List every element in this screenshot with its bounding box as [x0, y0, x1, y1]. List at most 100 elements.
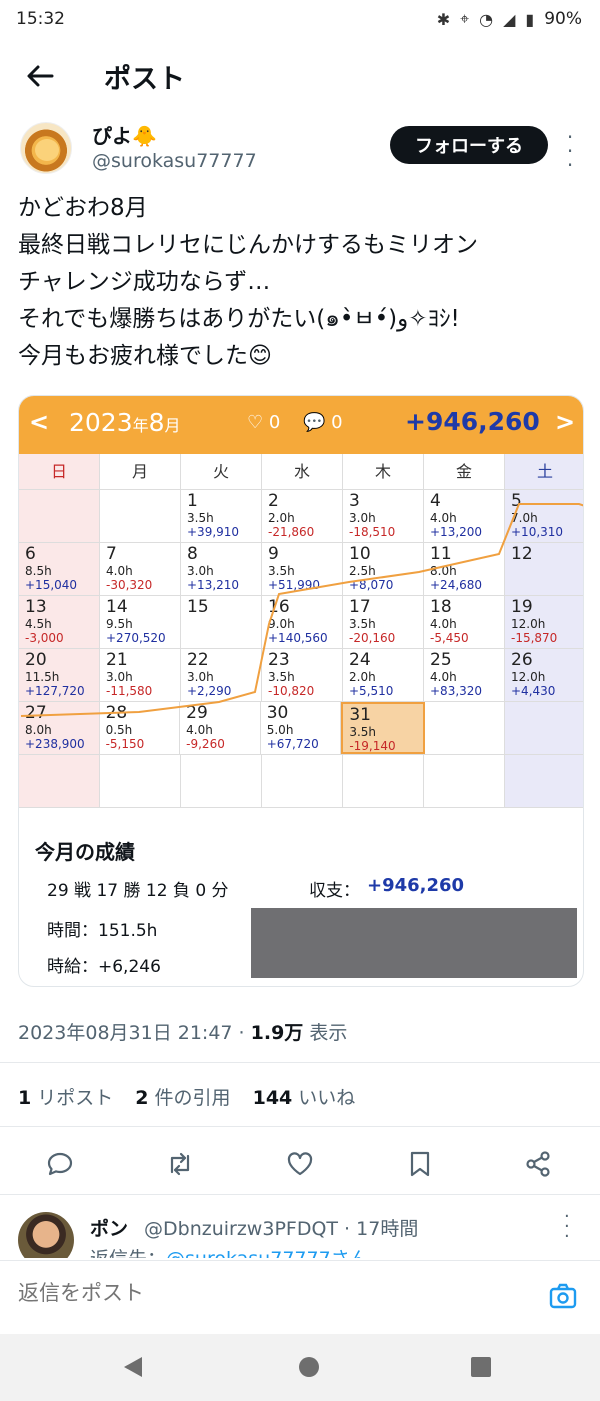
day-hours: 9.5h: [106, 617, 133, 631]
reply-author-handle[interactable]: @Dbnzuirzw3PFDQT · 17時間: [144, 1218, 419, 1240]
post-text-line: かどおわ8月: [18, 195, 148, 221]
calendar-week-row: 20 11.5h +127,720 21 3.0h -11,580 22 3.0h +2,290…: [19, 649, 583, 702]
repost-label[interactable]: リポスト: [37, 1087, 114, 1109]
day-number: 31: [349, 705, 371, 725]
day-amount: +127,720: [25, 684, 85, 698]
weekday-label: 月: [100, 454, 181, 489]
nav-recents-button[interactable]: [468, 1354, 494, 1380]
reply-avatar[interactable]: [18, 1212, 74, 1258]
reply-preview[interactable]: ポン @Dbnzuirzw3PFDQT · 17時間 返信先：@surokasu…: [0, 1200, 600, 1258]
nav-back-button[interactable]: [120, 1354, 146, 1380]
calendar-day-cell: 8 3.0h +13,210: [181, 543, 262, 595]
calendar-week-row: [19, 755, 583, 808]
calendar-day-cell: [343, 755, 424, 807]
calendar-day-cell: 20 11.5h +127,720: [19, 649, 100, 701]
bluetooth-icon: ✱: [436, 9, 451, 29]
bookmark-button[interactable]: [400, 1144, 440, 1184]
day-hours: 2.5h: [349, 564, 376, 578]
day-number: 27: [25, 703, 47, 723]
author-avatar[interactable]: [20, 122, 72, 174]
calendar-comments: 💬 0: [303, 412, 343, 433]
calendar-day-cell: [100, 490, 181, 542]
calendar-day-cell: 17 3.5h -20,160: [343, 596, 424, 648]
day-hours: 9.0h: [268, 617, 295, 631]
calendar-total: +946,260: [405, 407, 540, 436]
nav-home-button[interactable]: [296, 1354, 322, 1380]
calendar-day-cell: 14 9.5h +270,520: [100, 596, 181, 648]
day-number: 7: [106, 544, 117, 564]
day-hours: 3.0h: [349, 511, 376, 525]
day-amount: +10,310: [511, 525, 564, 539]
day-amount: +270,520: [106, 631, 166, 645]
calendar-header: < 2023年8月 ♡ 0 💬 0 +946,260 >: [19, 396, 583, 454]
day-number: 30: [266, 703, 289, 723]
heart-icon: [287, 1152, 313, 1176]
calendar-image[interactable]: < 2023年8月 ♡ 0 💬 0 +946,260 > 日月火水木金土 1 3.5…: [18, 395, 584, 987]
day-number: 22: [187, 650, 209, 670]
post-text-line: 最終日戦コレリセにじんかけするもミリオン: [18, 232, 478, 258]
like-label[interactable]: いいね: [298, 1087, 356, 1109]
day-hours: 3.5h: [349, 725, 377, 739]
reply-author-name[interactable]: ポン: [90, 1218, 129, 1240]
share-button[interactable]: [518, 1144, 558, 1184]
reply-input[interactable]: [18, 1281, 518, 1305]
day-number: 3: [349, 491, 360, 511]
post-text-line: チャレンジ成功ならず…: [18, 269, 271, 295]
circle-home-icon: [299, 1357, 319, 1377]
day-hours: 12.0h: [511, 670, 546, 684]
day-amount: +8,070: [349, 578, 394, 592]
calendar-day-cell: [19, 490, 100, 542]
day-number: 20: [25, 650, 47, 670]
more-options-icon[interactable]: · · ·: [566, 125, 574, 177]
bookmark-icon: [410, 1151, 430, 1177]
camera-button[interactable]: [548, 1281, 582, 1315]
day-hours: 8.0h: [430, 564, 457, 578]
summary-time: 時間：151.5h: [47, 921, 158, 941]
calendar-day-cell: 7 4.0h -30,320: [100, 543, 181, 595]
day-number: 26: [511, 650, 533, 670]
weekday-header-row: 日月火水木金土: [19, 454, 583, 490]
status-icons: ✱ ⌖ ◔ ◢ ▮ 90%: [437, 9, 582, 29]
day-hours: 7.0h: [511, 511, 538, 525]
day-amount: +83,320: [430, 684, 483, 698]
author-display-name[interactable]: ぴよ🐥: [92, 124, 157, 148]
calendar-day-cell: 1 3.5h +39,910: [181, 490, 262, 542]
author-handle[interactable]: @surokasu77777: [92, 150, 257, 172]
wifi-icon: ◔: [479, 9, 494, 29]
weekday-label: 土: [505, 454, 583, 489]
follow-button[interactable]: フォローする: [390, 126, 548, 164]
reply-more-icon[interactable]: · · ·: [564, 1206, 570, 1247]
summary-income: +946,260: [367, 875, 465, 896]
day-hours: 3.5h: [349, 617, 376, 631]
monthly-summary: 今月の成績 29 戦 17 勝 12 負 0 分 収支： +946,260 時間…: [19, 826, 583, 986]
reply-button[interactable]: [40, 1144, 80, 1184]
quote-count[interactable]: 2: [135, 1087, 149, 1109]
day-hours: 11.5h: [25, 670, 60, 684]
calendar-day-cell: 29 4.0h -9,260: [180, 702, 261, 754]
calendar-day-cell: [425, 702, 506, 754]
like-button[interactable]: [280, 1144, 320, 1184]
day-amount: +24,680: [430, 578, 483, 592]
quote-label[interactable]: 件の引用: [154, 1087, 231, 1109]
day-number: 13: [25, 597, 47, 617]
day-number: 2: [268, 491, 279, 511]
calendar-day-cell: 15: [181, 596, 262, 648]
calendar-day-cell: 6 8.5h +15,040: [19, 543, 100, 595]
repost-button[interactable]: [160, 1144, 200, 1184]
reply-to: 返信先：@surokasu77777さん: [90, 1244, 369, 1258]
like-count[interactable]: 144: [252, 1087, 293, 1109]
calendar-grid: 日月火水木金土 1 3.5h +39,910 2 2.0h -21,860 3 3.0h -18,…: [19, 454, 583, 808]
day-hours: 4.0h: [106, 564, 133, 578]
status-time: 15:32: [16, 9, 65, 29]
day-amount: +4,430: [511, 684, 556, 698]
day-amount: +238,900: [25, 737, 85, 751]
day-number: 15: [187, 597, 209, 617]
repost-count[interactable]: 1: [18, 1087, 32, 1109]
day-hours: 3.5h: [187, 511, 214, 525]
calendar-day-cell: 10 2.5h +8,070: [343, 543, 424, 595]
day-amount: +5,510: [349, 684, 394, 698]
weekday-label: 金: [424, 454, 505, 489]
back-button[interactable]: [0, 40, 80, 112]
calendar-day-cell: [181, 755, 262, 807]
day-hours: 4.0h: [430, 670, 457, 684]
